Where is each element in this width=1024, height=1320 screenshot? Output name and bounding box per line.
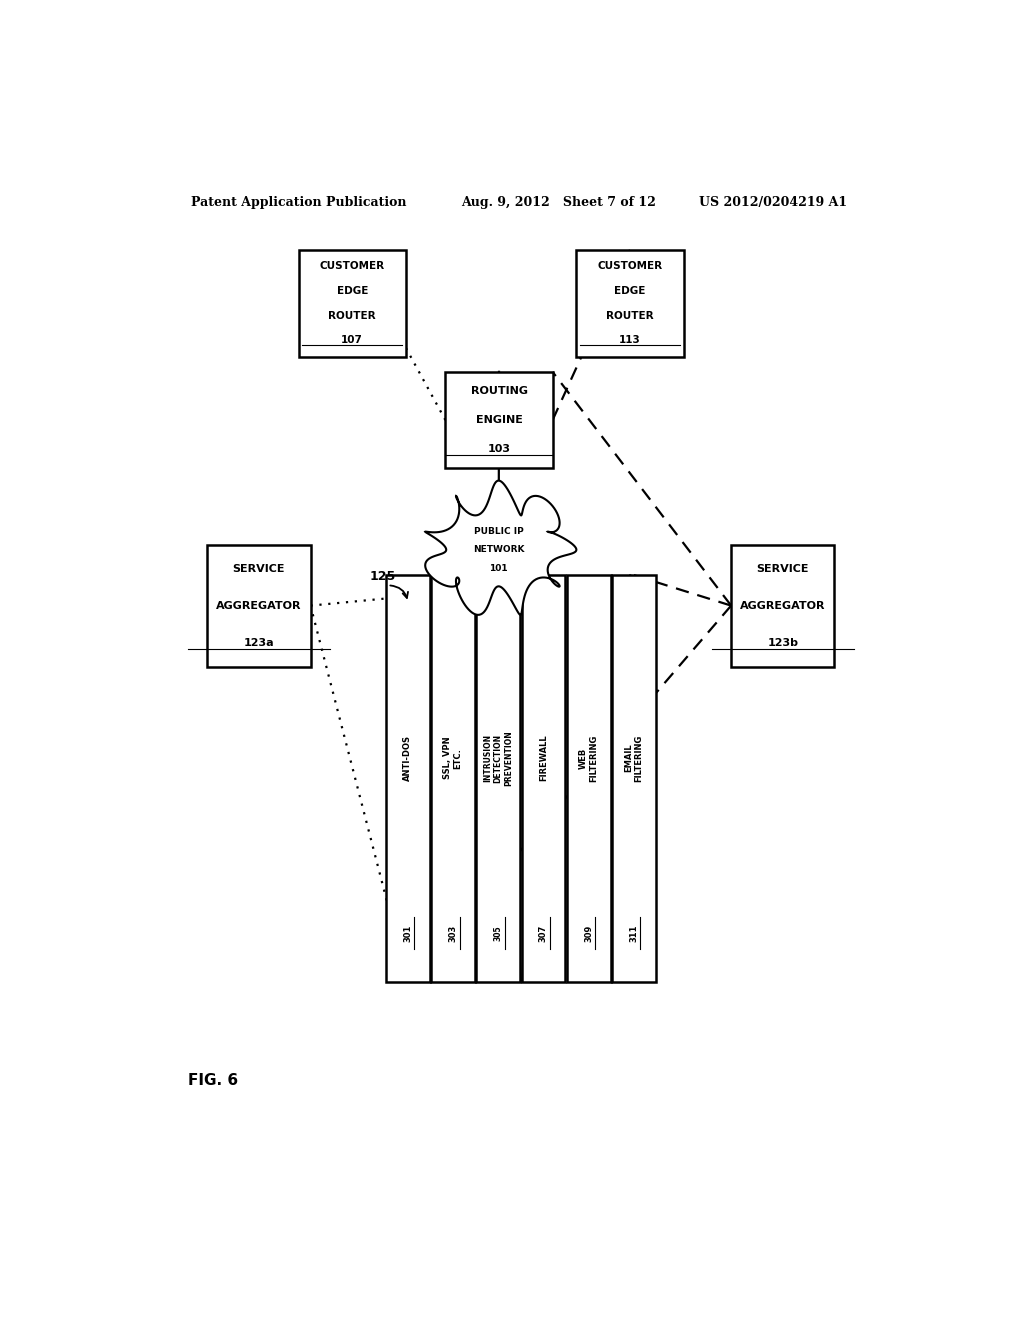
Text: ENGINE: ENGINE (475, 414, 522, 425)
Text: CUSTOMER: CUSTOMER (319, 261, 385, 271)
Bar (521, 576, 565, 982)
Text: Aug. 9, 2012   Sheet 7 of 12: Aug. 9, 2012 Sheet 7 of 12 (461, 195, 656, 209)
Text: 123a: 123a (244, 638, 274, 648)
Text: 311: 311 (630, 924, 638, 941)
Text: NETWORK: NETWORK (473, 545, 524, 554)
Text: FIREWALL: FIREWALL (539, 735, 548, 781)
Text: 113: 113 (620, 335, 641, 346)
Text: EDGE: EDGE (337, 286, 368, 296)
Text: 303: 303 (449, 924, 458, 941)
Text: AGGREGATOR: AGGREGATOR (216, 601, 302, 611)
Text: 305: 305 (494, 925, 503, 941)
Text: 307: 307 (539, 924, 548, 941)
Text: PUBLIC IP: PUBLIC IP (474, 527, 523, 536)
Polygon shape (425, 480, 577, 615)
Text: ROUTER: ROUTER (329, 310, 376, 321)
Bar (612, 576, 655, 982)
Text: CUSTOMER: CUSTOMER (597, 261, 663, 271)
Bar (567, 576, 610, 982)
Text: 309: 309 (584, 924, 593, 941)
Bar (431, 576, 475, 982)
Text: AGGREGATOR: AGGREGATOR (740, 601, 825, 611)
Text: 107: 107 (341, 335, 364, 346)
Bar (577, 249, 684, 356)
Text: ROUTER: ROUTER (606, 310, 653, 321)
Text: ROUTING: ROUTING (470, 385, 527, 396)
Bar (207, 545, 310, 667)
Text: EDGE: EDGE (614, 286, 646, 296)
Bar (731, 545, 835, 667)
Text: 101: 101 (489, 564, 508, 573)
Text: SERVICE: SERVICE (232, 564, 286, 574)
Text: US 2012/0204219 A1: US 2012/0204219 A1 (699, 195, 848, 209)
Bar (445, 372, 553, 469)
Text: 123b: 123b (767, 638, 799, 648)
Text: 301: 301 (403, 924, 413, 941)
Text: 125: 125 (370, 570, 396, 583)
Text: SSL, VPN
ETC.: SSL, VPN ETC. (443, 737, 463, 779)
Text: WEB
FILTERING: WEB FILTERING (579, 734, 598, 781)
Bar (476, 576, 520, 982)
Text: Patent Application Publication: Patent Application Publication (191, 195, 407, 209)
Bar (386, 576, 430, 982)
Bar (299, 249, 406, 356)
Text: INTRUSION
DETECTION
PREVENTION: INTRUSION DETECTION PREVENTION (483, 730, 513, 785)
Text: SERVICE: SERVICE (757, 564, 809, 574)
Text: 103: 103 (487, 445, 511, 454)
Text: ANTI-DOS: ANTI-DOS (403, 735, 413, 781)
Text: EMAIL
FILTERING: EMAIL FILTERING (625, 734, 644, 781)
Text: FIG. 6: FIG. 6 (187, 1073, 238, 1088)
